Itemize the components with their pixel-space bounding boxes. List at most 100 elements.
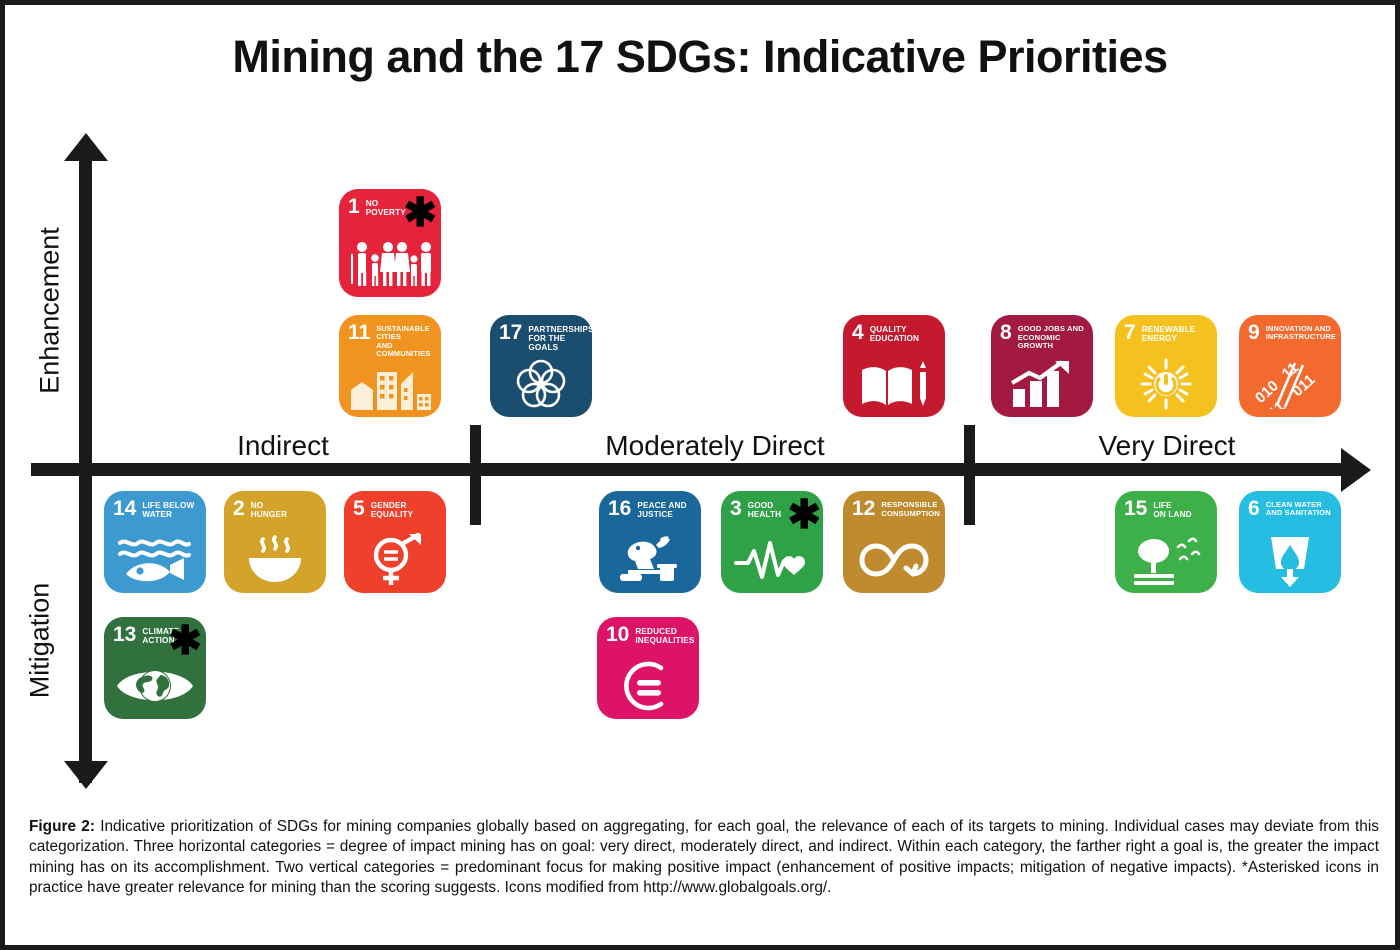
figure-caption: Figure 2: Indicative prioritization of S… [29,817,1379,898]
sdg-header: 3 GOOD HEALTH [721,491,823,519]
sdg-tile-1-no-poverty[interactable]: 1 NO POVERTY ✱ [339,189,441,297]
sdg-tile-7-renewable-energy[interactable]: 7 RENEWABLE ENERGY [1115,315,1217,417]
sdg-number: 14 [113,497,137,520]
category-label-moderately-direct: Moderately Direct [605,430,825,461]
sdg-header: 16 PEACE AND JUSTICE [599,491,701,519]
sdg-header: 7 RENEWABLE ENERGY [1115,315,1217,343]
sdg-tile-12-responsible-consumption[interactable]: 12 RESPONSIBLE CONSUMPTION [843,491,945,593]
heartbeat-icon [721,532,823,588]
bowl-steam-icon [224,532,326,588]
axis-arrow-right-icon [1341,448,1371,492]
sdg-title: NO HUNGER [250,501,288,520]
equality-circle-icon [597,658,699,714]
gender-symbol-icon [344,532,446,588]
sdg-header: 8 GOOD JOBS AND ECONOMIC GROWTH [991,315,1093,351]
sdg-header: 4 QUALITY EDUCATION [843,315,945,343]
asterisk-marker: ✱ [168,619,202,663]
sdg-title: NO POVERTY [365,199,406,218]
sdg-number: 17 [499,321,523,344]
open-book-pencil-icon [843,356,945,412]
sdg-header: 17 PARTNERSHIPS FOR THE GOALS [490,315,592,353]
sdg-header: 6 CLEAN WATER AND SANITATION [1239,491,1341,520]
dove-gavel-icon [599,532,701,588]
sdg-title: CLIMATE ACTION [142,627,180,646]
sdg-number: 1 [348,195,360,218]
sdg-title: GOOD JOBS AND ECONOMIC GROWTH [1017,324,1084,350]
sdg-header: 9 INNOVATION AND INFRASTRUCTURE [1239,315,1341,344]
sdg-header: 12 RESPONSIBLE CONSUMPTION [843,491,945,520]
sdg-number: 12 [852,497,876,520]
asterisk-marker: ✱ [787,493,821,537]
sdg-title: INNOVATION AND INFRASTRUCTURE [1265,324,1336,342]
fish-waves-icon [104,532,206,588]
sdg-number: 8 [1000,321,1012,344]
sdg-number: 7 [1124,321,1136,344]
sdg-number: 5 [353,497,365,520]
growth-chart-icon [991,356,1093,412]
water-glass-drop-icon [1239,532,1341,588]
sdg-tile-3-good-health[interactable]: 3 GOOD HEALTH ✱ [721,491,823,593]
family-group-icon [339,236,441,292]
sdg-number: 9 [1248,321,1260,344]
category-label-very-direct: Very Direct [1098,430,1236,461]
sdg-number: 16 [608,497,632,520]
sdg-title: LIFE ON LAND [1153,501,1192,520]
sdg-tile-4-quality-education[interactable]: 4 QUALITY EDUCATION [843,315,945,417]
sdg-number: 10 [606,623,630,646]
sdg-number: 4 [852,321,864,344]
sdg-number: 13 [113,623,137,646]
sdg-header: 15 LIFE ON LAND [1115,491,1217,519]
sdg-tile-13-climate-action[interactable]: 13 CLIMATE ACTION ✱ [104,617,206,719]
sdg-tile-14-life-below-water[interactable]: 14 LIFE BELOW WATER [104,491,206,593]
sun-power-icon [1115,356,1217,412]
sdg-tile-2-no-hunger[interactable]: 2 NO HUNGER [224,491,326,593]
category-divider-1 [470,425,481,525]
interlocking-circles-icon [490,356,592,412]
city-buildings-icon [339,359,441,415]
sdg-title: PEACE AND JUSTICE [637,501,687,520]
sdg-number: 6 [1248,497,1260,520]
page-title: Mining and the 17 SDGs: Indicative Prior… [232,31,1168,82]
sdg-header: 14 LIFE BELOW WATER [104,491,206,519]
category-divider-2 [964,425,975,525]
sdg-header: 5 GENDER EQUALITY [344,491,446,519]
tree-birds-icon [1115,532,1217,588]
sdg-title: CLEAN WATER AND SANITATION [1265,500,1331,518]
axis-label-mitigation: Mitigation [24,582,55,699]
sdg-title: LIFE BELOW WATER [142,501,195,520]
sdg-number: 11 [348,321,371,344]
sdg-tile-11-sustainable-cities[interactable]: 11 SUSTAINABLE CITIES AND COMMUNITIES [339,315,441,417]
sdg-title: RESPONSIBLE CONSUMPTION [881,500,940,518]
axis-arrow-up-icon [64,133,108,161]
axis-arrow-down-icon [64,761,108,789]
asterisk-marker: ✱ [403,191,437,235]
sdg-title: GOOD HEALTH [747,501,782,520]
sdg-tile-16-peace-justice[interactable]: 16 PEACE AND JUSTICE [599,491,701,593]
sdg-header: 1 NO POVERTY [339,189,441,217]
sdg-header: 10 REDUCED INEQUALITIES [597,617,699,645]
eye-globe-icon [104,658,206,714]
sdg-header: 2 NO HUNGER [224,491,326,519]
sdg-number: 3 [730,497,742,520]
category-label-indirect: Indirect [237,430,329,461]
sdg-number: 15 [1124,497,1148,520]
caption-prefix: Figure 2: [29,818,95,835]
sdg-number: 2 [233,497,245,520]
infinity-loop-icon [843,532,945,588]
caption-body: Indicative prioritization of SDGs for mi… [29,818,1379,896]
axis-label-enhancement: Enhancement [34,227,65,394]
sdg-title: PARTNERSHIPS FOR THE GOALS [528,325,592,353]
sdg-title: GENDER EQUALITY [370,501,414,520]
sdg-tile-8-good-jobs[interactable]: 8 GOOD JOBS AND ECONOMIC GROWTH [991,315,1093,417]
sdg-tile-15-life-on-land[interactable]: 15 LIFE ON LAND [1115,491,1217,593]
sdg-title: REDUCED INEQUALITIES [635,627,695,646]
sdg-tile-5-gender-equality[interactable]: 5 GENDER EQUALITY [344,491,446,593]
horizontal-axis [31,463,1351,476]
sdg-tile-6-clean-water-sanitation[interactable]: 6 CLEAN WATER AND SANITATION [1239,491,1341,593]
binary-code-icon: 010 11 11 011 [1239,356,1341,412]
sdg-title: SUSTAINABLE CITIES AND COMMUNITIES [376,324,431,358]
sdg-title: RENEWABLE ENERGY [1141,325,1196,344]
sdg-tile-17-partnerships[interactable]: 17 PARTNERSHIPS FOR THE GOALS [490,315,592,417]
sdg-tile-10-reduced-inequalities[interactable]: 10 REDUCED INEQUALITIES [597,617,699,719]
